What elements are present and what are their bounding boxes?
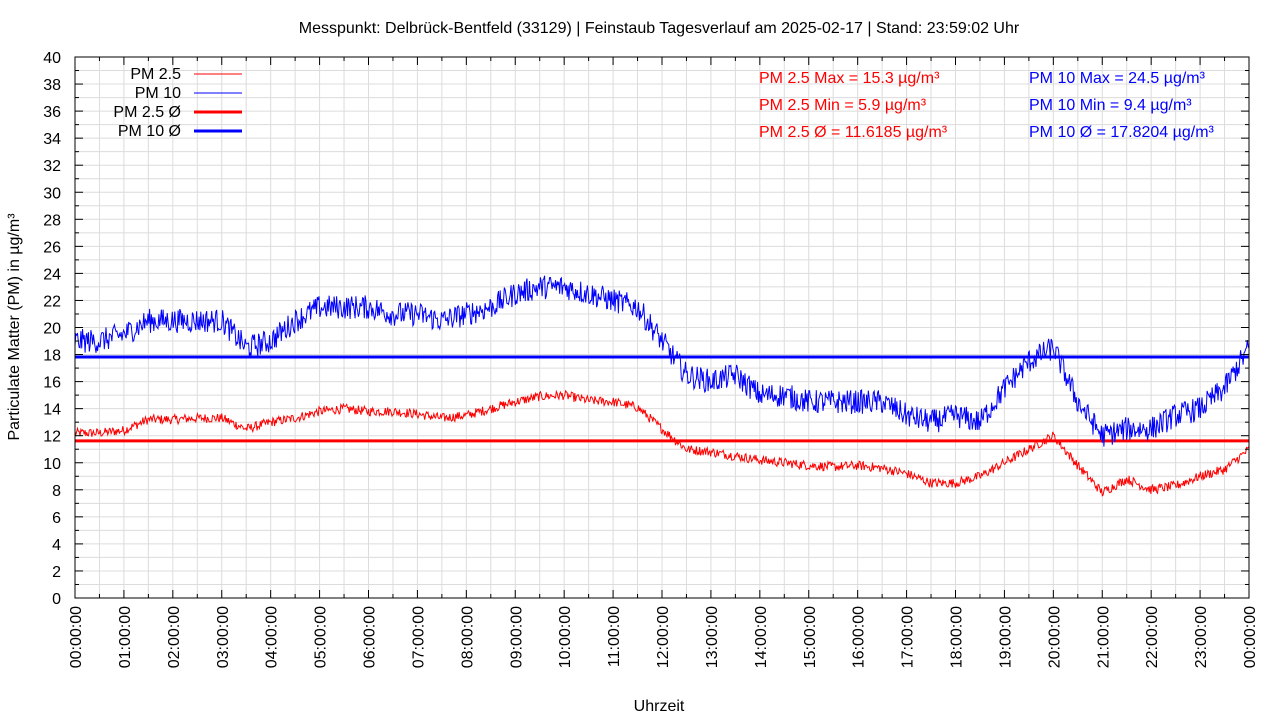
- y-tick-label: 16: [43, 375, 61, 392]
- pm25-stat: PM 2.5 Max = 15.3 µg/m³: [759, 70, 940, 87]
- x-tick-label: 04:00:00: [264, 606, 281, 668]
- x-axis-label: Uhrzeit: [634, 698, 685, 715]
- pm10-stat: PM 10 Min = 9.4 µg/m³: [1029, 97, 1192, 114]
- x-tick-label: 05:00:00: [313, 606, 330, 668]
- y-tick-label: 14: [43, 402, 61, 419]
- y-tick-label: 8: [52, 483, 61, 500]
- pm25-stat: PM 2.5 Ø = 11.6185 µg/m³: [759, 124, 948, 141]
- y-tick-label: 32: [43, 158, 61, 175]
- pm10-stat: PM 10 Max = 24.5 µg/m³: [1029, 70, 1206, 87]
- series-lines: [74, 275, 1250, 497]
- x-tick-label: 15:00:00: [802, 606, 819, 668]
- x-tick-label: 09:00:00: [508, 606, 525, 668]
- y-tick-label: 6: [52, 510, 61, 527]
- y-tick-label: 30: [43, 185, 61, 202]
- series-line-pm25: [74, 389, 1250, 497]
- legend-label: PM 10 Ø: [118, 123, 181, 140]
- x-tick-label: 17:00:00: [900, 606, 917, 668]
- y-tick-label: 28: [43, 212, 61, 229]
- x-tick-label: 00:00:00: [1242, 606, 1259, 668]
- x-tick-label: 20:00:00: [1046, 606, 1063, 668]
- legend-label: PM 2.5: [130, 66, 181, 83]
- x-tick-label: 12:00:00: [655, 606, 672, 668]
- x-tick-label: 21:00:00: [1095, 606, 1112, 668]
- y-tick-label: 2: [52, 564, 61, 581]
- x-tick-label: 14:00:00: [753, 606, 770, 668]
- pm25-stat: PM 2.5 Min = 5.9 µg/m³: [759, 97, 927, 114]
- chart-title: Messpunkt: Delbrück-Bentfeld (33129) | F…: [299, 20, 1020, 37]
- x-tick-label: 08:00:00: [459, 606, 476, 668]
- x-tick-label: 10:00:00: [557, 606, 574, 668]
- x-tick-label: 02:00:00: [166, 606, 183, 668]
- legend-label: PM 10: [135, 85, 181, 102]
- y-tick-label: 24: [43, 266, 61, 283]
- x-tick-label: 11:00:00: [606, 606, 623, 667]
- y-axis-label: Particulate Matter (PM) in µg/m³: [6, 213, 23, 441]
- y-tick-label: 20: [43, 321, 61, 338]
- y-tick-label: 34: [43, 131, 61, 148]
- average-lines: [75, 355, 1249, 443]
- y-tick-label: 36: [43, 104, 61, 121]
- y-tick-label: 0: [52, 591, 61, 608]
- y-tick-label: 4: [52, 537, 61, 554]
- y-tick-label: 18: [43, 348, 61, 365]
- y-tick-label: 26: [43, 239, 61, 256]
- x-tick-label: 01:00:00: [117, 606, 134, 668]
- y-tick-label: 40: [43, 50, 61, 67]
- legend-label: PM 2.5 Ø: [113, 104, 181, 121]
- x-tick-label: 19:00:00: [997, 606, 1014, 668]
- y-tick-label: 22: [43, 293, 61, 310]
- y-tick-label: 12: [43, 429, 61, 446]
- x-tick-label: 22:00:00: [1144, 606, 1161, 668]
- x-tick-label: 06:00:00: [362, 606, 379, 668]
- x-tick-label: 03:00:00: [215, 606, 232, 668]
- x-tick-label: 00:00:00: [68, 606, 85, 668]
- stats-annotations: PM 2.5 Max = 15.3 µg/m³ PM 2.5 Min = 5.9 …: [759, 70, 1215, 141]
- grid: [75, 57, 1249, 598]
- x-tick-label: 07:00:00: [410, 606, 427, 668]
- pm10-stat: PM 10 Ø = 17.8204 µg/m³: [1029, 124, 1215, 141]
- legend: PM 2.5 PM 10 PM 2.5 Ø PM 10 Ø: [113, 66, 242, 140]
- y-tick-label: 38: [43, 77, 61, 94]
- x-tick-label: 13:00:00: [704, 606, 721, 668]
- x-tick-label: 23:00:00: [1193, 606, 1210, 668]
- ticks: 024681012141618202224262830323436384000:…: [43, 50, 1259, 668]
- y-tick-label: 10: [43, 456, 61, 473]
- x-tick-label: 18:00:00: [949, 606, 966, 668]
- series-line-pm10: [74, 275, 1250, 447]
- x-tick-label: 16:00:00: [851, 606, 868, 668]
